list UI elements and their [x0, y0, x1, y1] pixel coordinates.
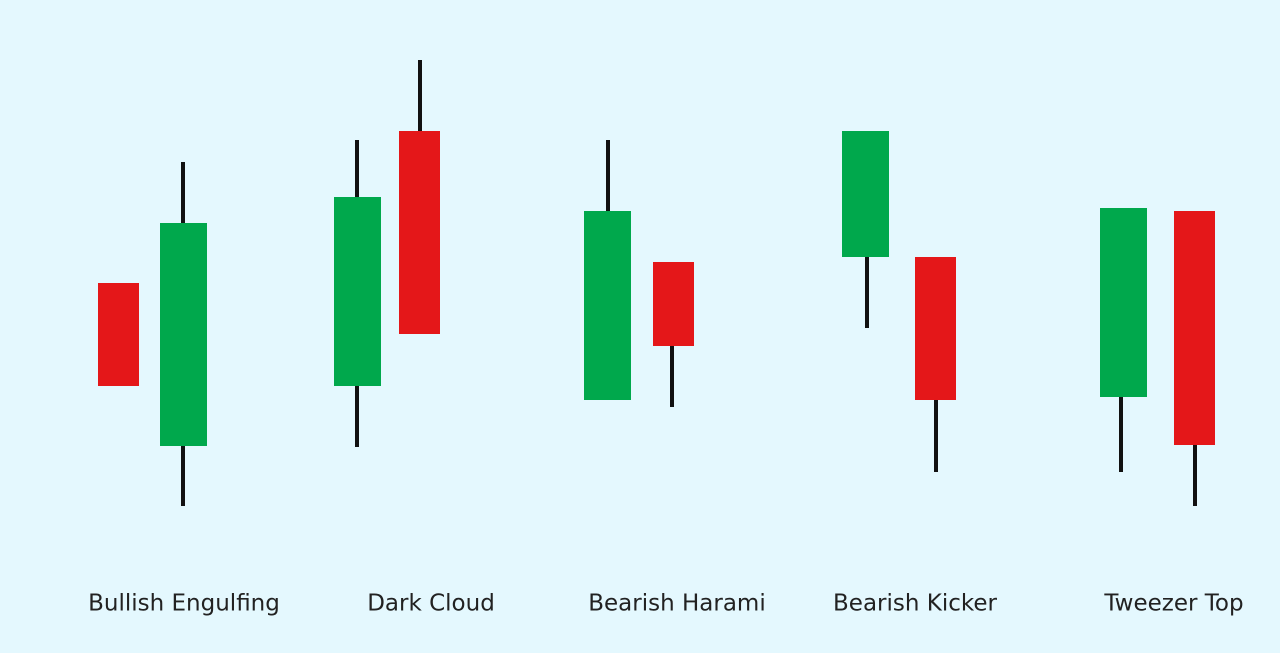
pattern-bearish-kicker: [842, 131, 956, 472]
candle-body: [842, 131, 889, 257]
pattern-label: Bullish Engulfing: [88, 591, 280, 617]
pattern-bearish-harami: [584, 140, 694, 407]
pattern-dark-cloud: [334, 60, 440, 447]
candle-body: [160, 223, 207, 446]
pattern-label: Dark Cloud: [367, 591, 495, 617]
candle-body: [915, 257, 956, 400]
pattern-label: Bearish Kicker: [833, 591, 998, 617]
pattern-label: Bearish Harami: [588, 591, 765, 617]
candle-body: [653, 262, 694, 346]
candle-body: [334, 197, 381, 386]
candle-body: [1100, 208, 1147, 397]
candle-body: [1174, 211, 1215, 445]
pattern-tweezer-top: [1100, 208, 1215, 506]
candle-body: [98, 283, 139, 386]
pattern-label: Tweezer Top: [1103, 591, 1243, 617]
pattern-bullish-engulfing: [98, 162, 207, 506]
candle-body: [584, 211, 631, 400]
candle-body: [399, 131, 440, 334]
